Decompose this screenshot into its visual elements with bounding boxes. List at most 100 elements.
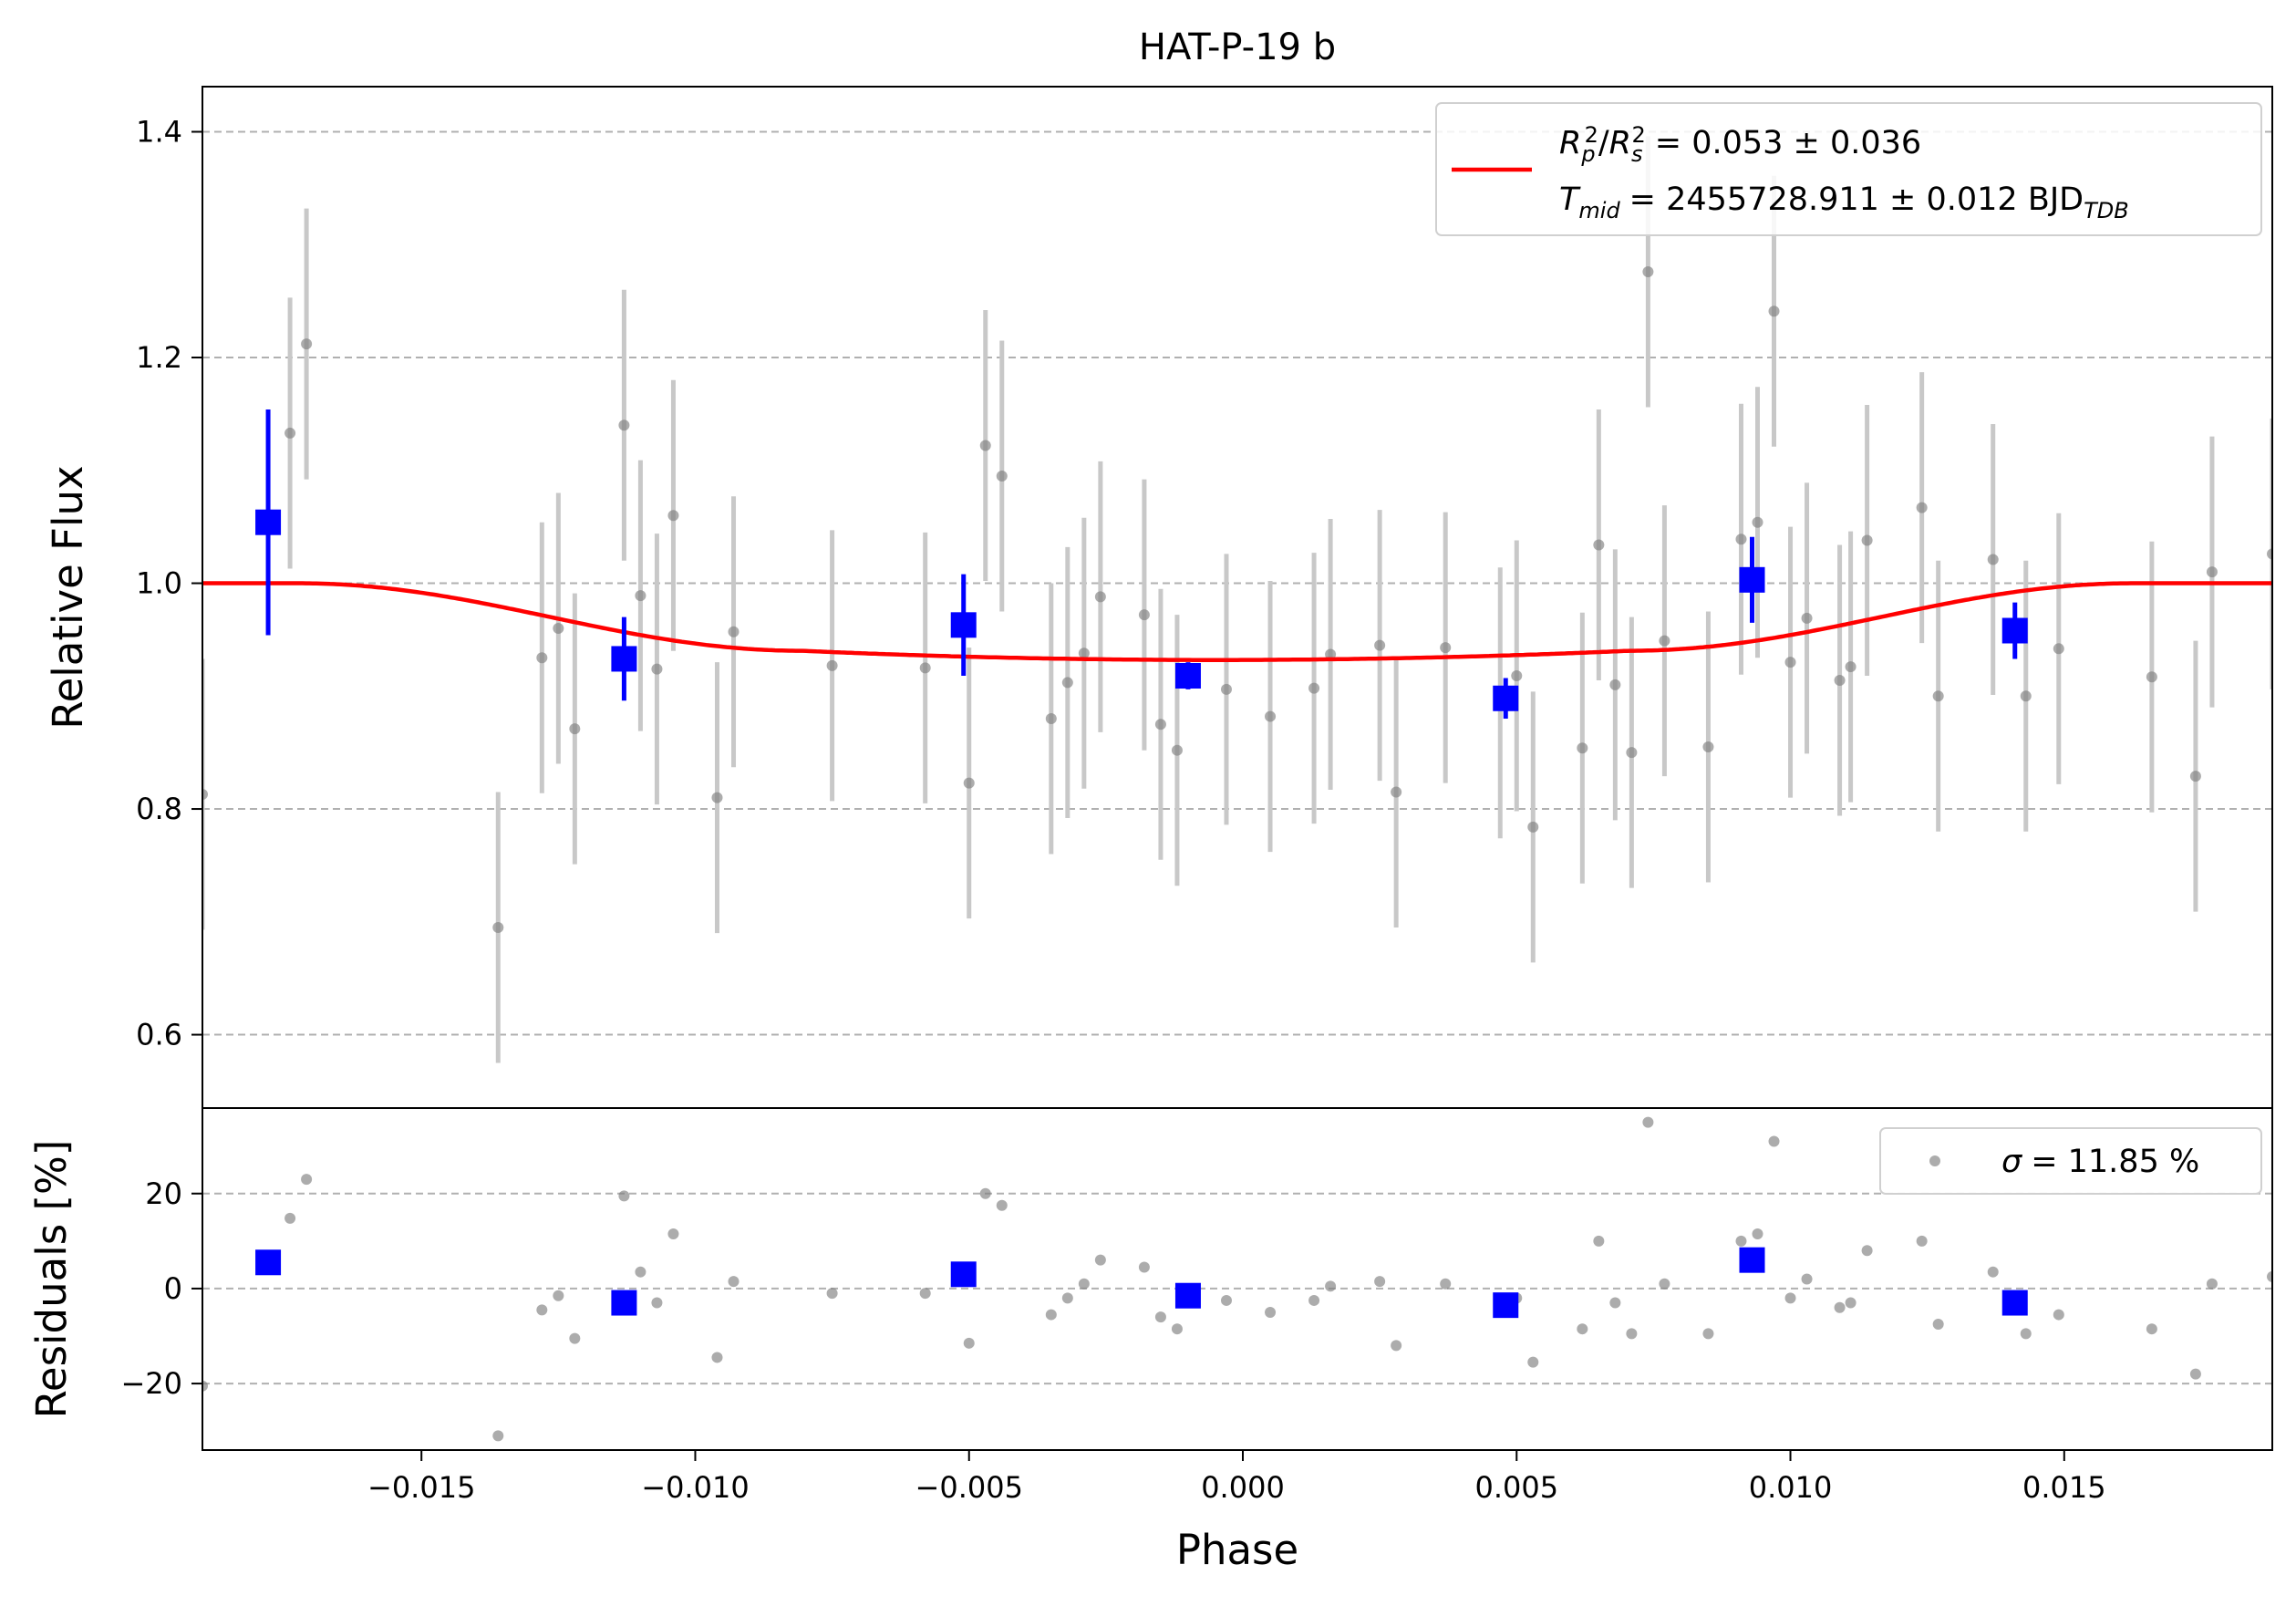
x-tick-label: −0.010 [641, 1470, 749, 1505]
flux-raw-point [1626, 747, 1638, 759]
residual-raw-point [651, 1297, 663, 1309]
residuals-legend: σ = 11.85 % [1879, 1127, 2262, 1195]
flux-binned-point [1493, 685, 1519, 711]
flux-raw-point [492, 921, 504, 933]
flux-raw-point [826, 659, 838, 671]
flux-raw-point [1527, 821, 1539, 833]
residual-raw-point [1391, 1340, 1402, 1352]
flux-y-tick-label: 1.4 [136, 115, 182, 150]
flux-binned-point [1174, 663, 1201, 689]
residual-raw-point [492, 1430, 504, 1442]
residual-raw-point [1154, 1311, 1166, 1323]
residuals-y-axis-ticks: −20 0 20 [120, 1176, 202, 1401]
residual-raw-point [569, 1332, 581, 1344]
residuals-y-tick-label: −20 [120, 1366, 182, 1401]
residual-raw-point [1659, 1278, 1670, 1290]
residuals-panel: −20 0 20 −0.015 −0.010 −0.005 0.000 0.005 0.010… [27, 1107, 2273, 1574]
residual-raw-point [553, 1290, 564, 1301]
flux-raw-point [553, 623, 564, 635]
residual-raw-point [1642, 1116, 1654, 1128]
residuals-y-tick-label: 20 [145, 1176, 182, 1211]
x-tick-label: −0.015 [367, 1470, 475, 1505]
legend-depth-text: Rp2/Rs2 = 0.053 ± 0.036 [1559, 122, 1921, 167]
residuals-y-axis-label: Residuals [%] [27, 1140, 76, 1419]
flux-y-tick-label: 1.2 [136, 340, 182, 375]
flux-raw-point [1916, 502, 1928, 513]
residual-raw-point [2206, 1278, 2218, 1290]
flux-raw-point [1045, 713, 1057, 725]
flux-raw-point [711, 792, 723, 803]
flux-raw-point [1265, 710, 1277, 722]
x-tick-label: 0.015 [2022, 1470, 2106, 1505]
residual-raw-point [1220, 1294, 1232, 1306]
flux-raw-point [202, 788, 208, 800]
flux-y-axis-label: Relative Flux [44, 465, 92, 729]
residual-raw-point [2053, 1309, 2064, 1321]
residual-raw-point [1916, 1235, 1928, 1247]
legend-tmid-var: T [1559, 181, 1581, 218]
flux-raw-point [2189, 771, 2201, 782]
residual-raw-point [1374, 1276, 1386, 1288]
residual-raw-point [618, 1190, 630, 1202]
legend-tmid-sub: mid [1578, 198, 1620, 223]
flux-raw-point [1768, 306, 1780, 317]
flux-raw-point [2267, 548, 2272, 560]
residual-raw-point [1702, 1328, 1714, 1340]
x-axis-ticks: −0.015 −0.010 −0.005 0.000 0.005 0.010 0.015 [367, 1450, 2106, 1505]
residual-raw-point [1735, 1235, 1747, 1247]
flux-raw-point [1932, 690, 1944, 702]
residuals-y-tick-label: 0 [164, 1271, 182, 1306]
residual-binned-point [1174, 1282, 1201, 1309]
residual-raw-point [1609, 1297, 1621, 1309]
flux-binned-points [255, 409, 2028, 720]
flux-raw-point [1308, 682, 1320, 694]
x-tick-label: 0.010 [1749, 1470, 1833, 1505]
legend-depth-var-p: R [1559, 125, 1581, 161]
x-axis-label: Phase [1176, 1526, 1298, 1574]
residual-raw-point [1987, 1266, 1999, 1278]
residual-raw-point [963, 1337, 975, 1349]
flux-raw-point [2206, 566, 2218, 578]
flux-raw-point [1577, 742, 1588, 754]
legend-depth-sub-p: p [1580, 141, 1595, 167]
residual-raw-point [202, 1380, 208, 1392]
flux-raw-point [1659, 635, 1670, 647]
flux-raw-point [963, 777, 975, 789]
flux-raw-point [301, 338, 313, 350]
residual-raw-point [1138, 1261, 1150, 1273]
flux-raw-point [569, 723, 581, 735]
flux-raw-point [919, 662, 931, 674]
legend-depth-sub-s: s [1631, 141, 1643, 167]
residual-raw-point [1752, 1228, 1763, 1240]
flux-raw-point [1171, 744, 1183, 756]
flux-binned-point [611, 646, 637, 672]
residual-raw-point [635, 1266, 646, 1278]
flux-legend-box [1435, 102, 2262, 236]
legend-sigma-symbol: σ [2001, 1144, 2023, 1180]
flux-raw-point [1861, 534, 1873, 546]
flux-raw-point [1801, 612, 1813, 624]
flux-raw-point [1154, 719, 1166, 730]
flux-raw-point [1078, 648, 1090, 659]
residual-raw-point [1094, 1254, 1106, 1266]
flux-raw-point [1220, 683, 1232, 695]
residual-raw-point [1626, 1328, 1638, 1340]
x-tick-label: 0.000 [1201, 1470, 1285, 1505]
legend-residual-marker [1929, 1155, 1940, 1166]
residual-raw-point [1171, 1323, 1183, 1335]
residual-raw-point [1834, 1301, 1846, 1313]
flux-raw-point [1987, 554, 1999, 565]
flux-raw-point [1374, 639, 1386, 651]
flux-raw-point [284, 427, 296, 439]
flux-raw-point [2146, 671, 2157, 683]
chart-title: HAT-P-19 b [1139, 26, 1336, 68]
legend-depth-sup-s: 2 [1631, 122, 1645, 148]
flux-raw-point [536, 652, 548, 664]
residual-raw-point [1265, 1306, 1277, 1318]
flux-raw-point [2020, 690, 2032, 702]
flux-binned-point [950, 612, 977, 638]
legend-tmid-text: Tmid = 2455728.911 ± 0.012 BJDTDB [1559, 181, 2129, 223]
flux-y-axis-ticks: 0.6 0.8 1.0 1.2 1.4 [136, 115, 202, 1052]
flux-raw-point [1834, 674, 1846, 686]
flux-y-tick-label: 0.8 [136, 792, 182, 826]
